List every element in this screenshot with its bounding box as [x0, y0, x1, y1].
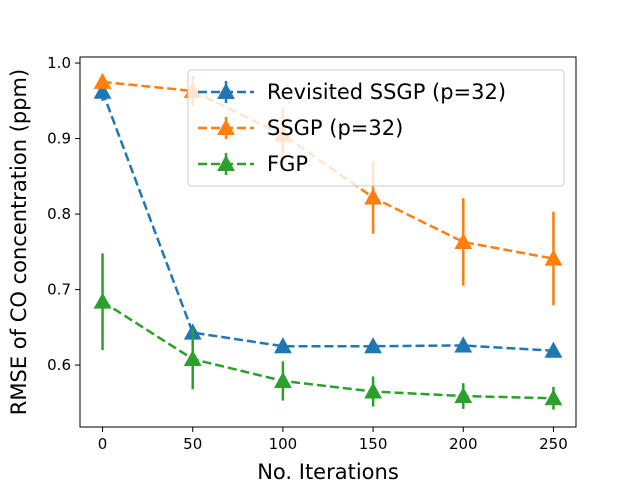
legend-entry-1: SSGP (p=32)	[198, 116, 403, 140]
legend-label: Revisited SSGP (p=32)	[267, 80, 506, 104]
data-point	[544, 341, 563, 358]
data-point	[274, 371, 292, 388]
series-line	[101, 91, 554, 352]
data-point	[183, 349, 202, 367]
data-point	[454, 386, 473, 404]
y-tick-label: 0.7	[47, 281, 71, 299]
y-tick-label: 0.6	[47, 356, 71, 374]
ticks-layer: 0 50 100 150 200 250 0.6 0.7 0.8 0.9 1.0	[47, 54, 568, 453]
legend-marker	[217, 118, 235, 135]
x-tick-label: 200	[449, 435, 478, 453]
plot-frame	[79, 56, 577, 428]
y-axis-label: RMSE of CO concentration (ppm)	[7, 69, 31, 415]
x-tick-label: 0	[98, 435, 108, 453]
data-point	[274, 337, 292, 354]
data-point	[544, 249, 563, 266]
series-line	[102, 80, 554, 260]
legend-entry-0: Revisited SSGP (p=32)	[198, 80, 506, 104]
x-tick-label: 100	[269, 435, 298, 453]
data-point	[93, 82, 112, 99]
legend: Revisited SSGP (p=32) SSGP (p=32) FGP	[187, 69, 565, 187]
data-point	[364, 337, 382, 354]
legend-entry-2: FGP	[198, 152, 308, 176]
y-tick-label: 0.9	[47, 130, 71, 148]
x-tick-label: 250	[539, 435, 568, 453]
series-line	[101, 300, 554, 400]
legend-marker	[217, 154, 235, 171]
data-point	[93, 292, 112, 309]
data-point	[364, 188, 382, 205]
legend-label: SSGP (p=32)	[267, 116, 403, 140]
data-point	[364, 382, 382, 399]
y-tick-label: 0.8	[47, 205, 71, 223]
y-tick-label: 1.0	[47, 54, 71, 72]
legend-box	[187, 69, 565, 187]
data-point	[93, 72, 112, 89]
x-tick-label: 150	[359, 435, 388, 453]
data-point	[544, 389, 563, 406]
legend-marker	[217, 82, 235, 99]
series-2	[93, 253, 563, 410]
data-point	[454, 336, 473, 353]
x-tick-label: 50	[183, 435, 202, 453]
legend-label: FGP	[267, 152, 308, 176]
x-axis-label: No. Iterations	[257, 460, 399, 480]
data-point	[454, 232, 473, 249]
